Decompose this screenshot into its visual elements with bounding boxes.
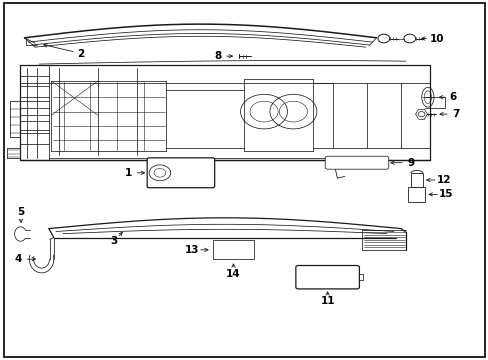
Text: 8: 8 (214, 51, 221, 61)
Bar (212, 240, 254, 259)
Text: 3: 3 (110, 236, 117, 246)
FancyBboxPatch shape (147, 158, 214, 188)
Text: 11: 11 (320, 297, 334, 306)
Text: 2: 2 (77, 49, 84, 59)
Text: 13: 13 (184, 245, 199, 255)
FancyBboxPatch shape (325, 156, 388, 169)
Text: 10: 10 (428, 33, 443, 44)
FancyBboxPatch shape (295, 266, 359, 289)
Text: 4: 4 (15, 254, 22, 264)
Text: 1: 1 (125, 168, 132, 178)
Text: 12: 12 (436, 175, 450, 185)
Bar (410, 173, 422, 187)
Text: 6: 6 (449, 92, 456, 102)
Text: 7: 7 (451, 109, 459, 119)
Text: 14: 14 (226, 269, 240, 279)
Bar (407, 187, 425, 202)
Text: 15: 15 (438, 189, 453, 199)
Text: 5: 5 (17, 207, 24, 217)
Text: 9: 9 (407, 158, 413, 168)
